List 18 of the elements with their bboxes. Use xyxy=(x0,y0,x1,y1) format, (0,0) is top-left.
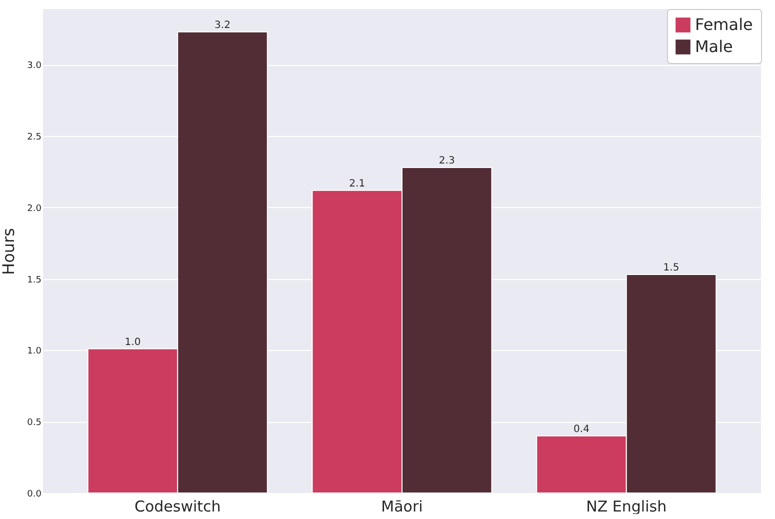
data-label: 0.4 xyxy=(574,424,590,435)
data-label: 3.2 xyxy=(214,20,230,31)
data-label: 1.5 xyxy=(663,262,680,274)
y-axis-title: Hours xyxy=(0,228,18,275)
y-tick-label: 1.0 xyxy=(27,346,42,357)
y-tick-label: 3.0 xyxy=(27,61,42,72)
y-tick-label: 2.5 xyxy=(27,132,42,143)
x-tick-label: Māori xyxy=(381,498,423,516)
legend-label: Male xyxy=(695,37,733,56)
data-label: 2.1 xyxy=(349,178,366,190)
legend-label: Female xyxy=(695,15,753,34)
y-tick-label: 2.0 xyxy=(27,204,42,214)
y-tick-label: 0.5 xyxy=(27,418,42,428)
data-label: 1.0 xyxy=(124,336,141,348)
y-tick-label: 1.5 xyxy=(27,275,42,286)
y-tick-label: 0.0 xyxy=(27,490,42,500)
data-label: 2.3 xyxy=(438,155,455,166)
x-tick-label: Codeswitch xyxy=(134,498,221,516)
